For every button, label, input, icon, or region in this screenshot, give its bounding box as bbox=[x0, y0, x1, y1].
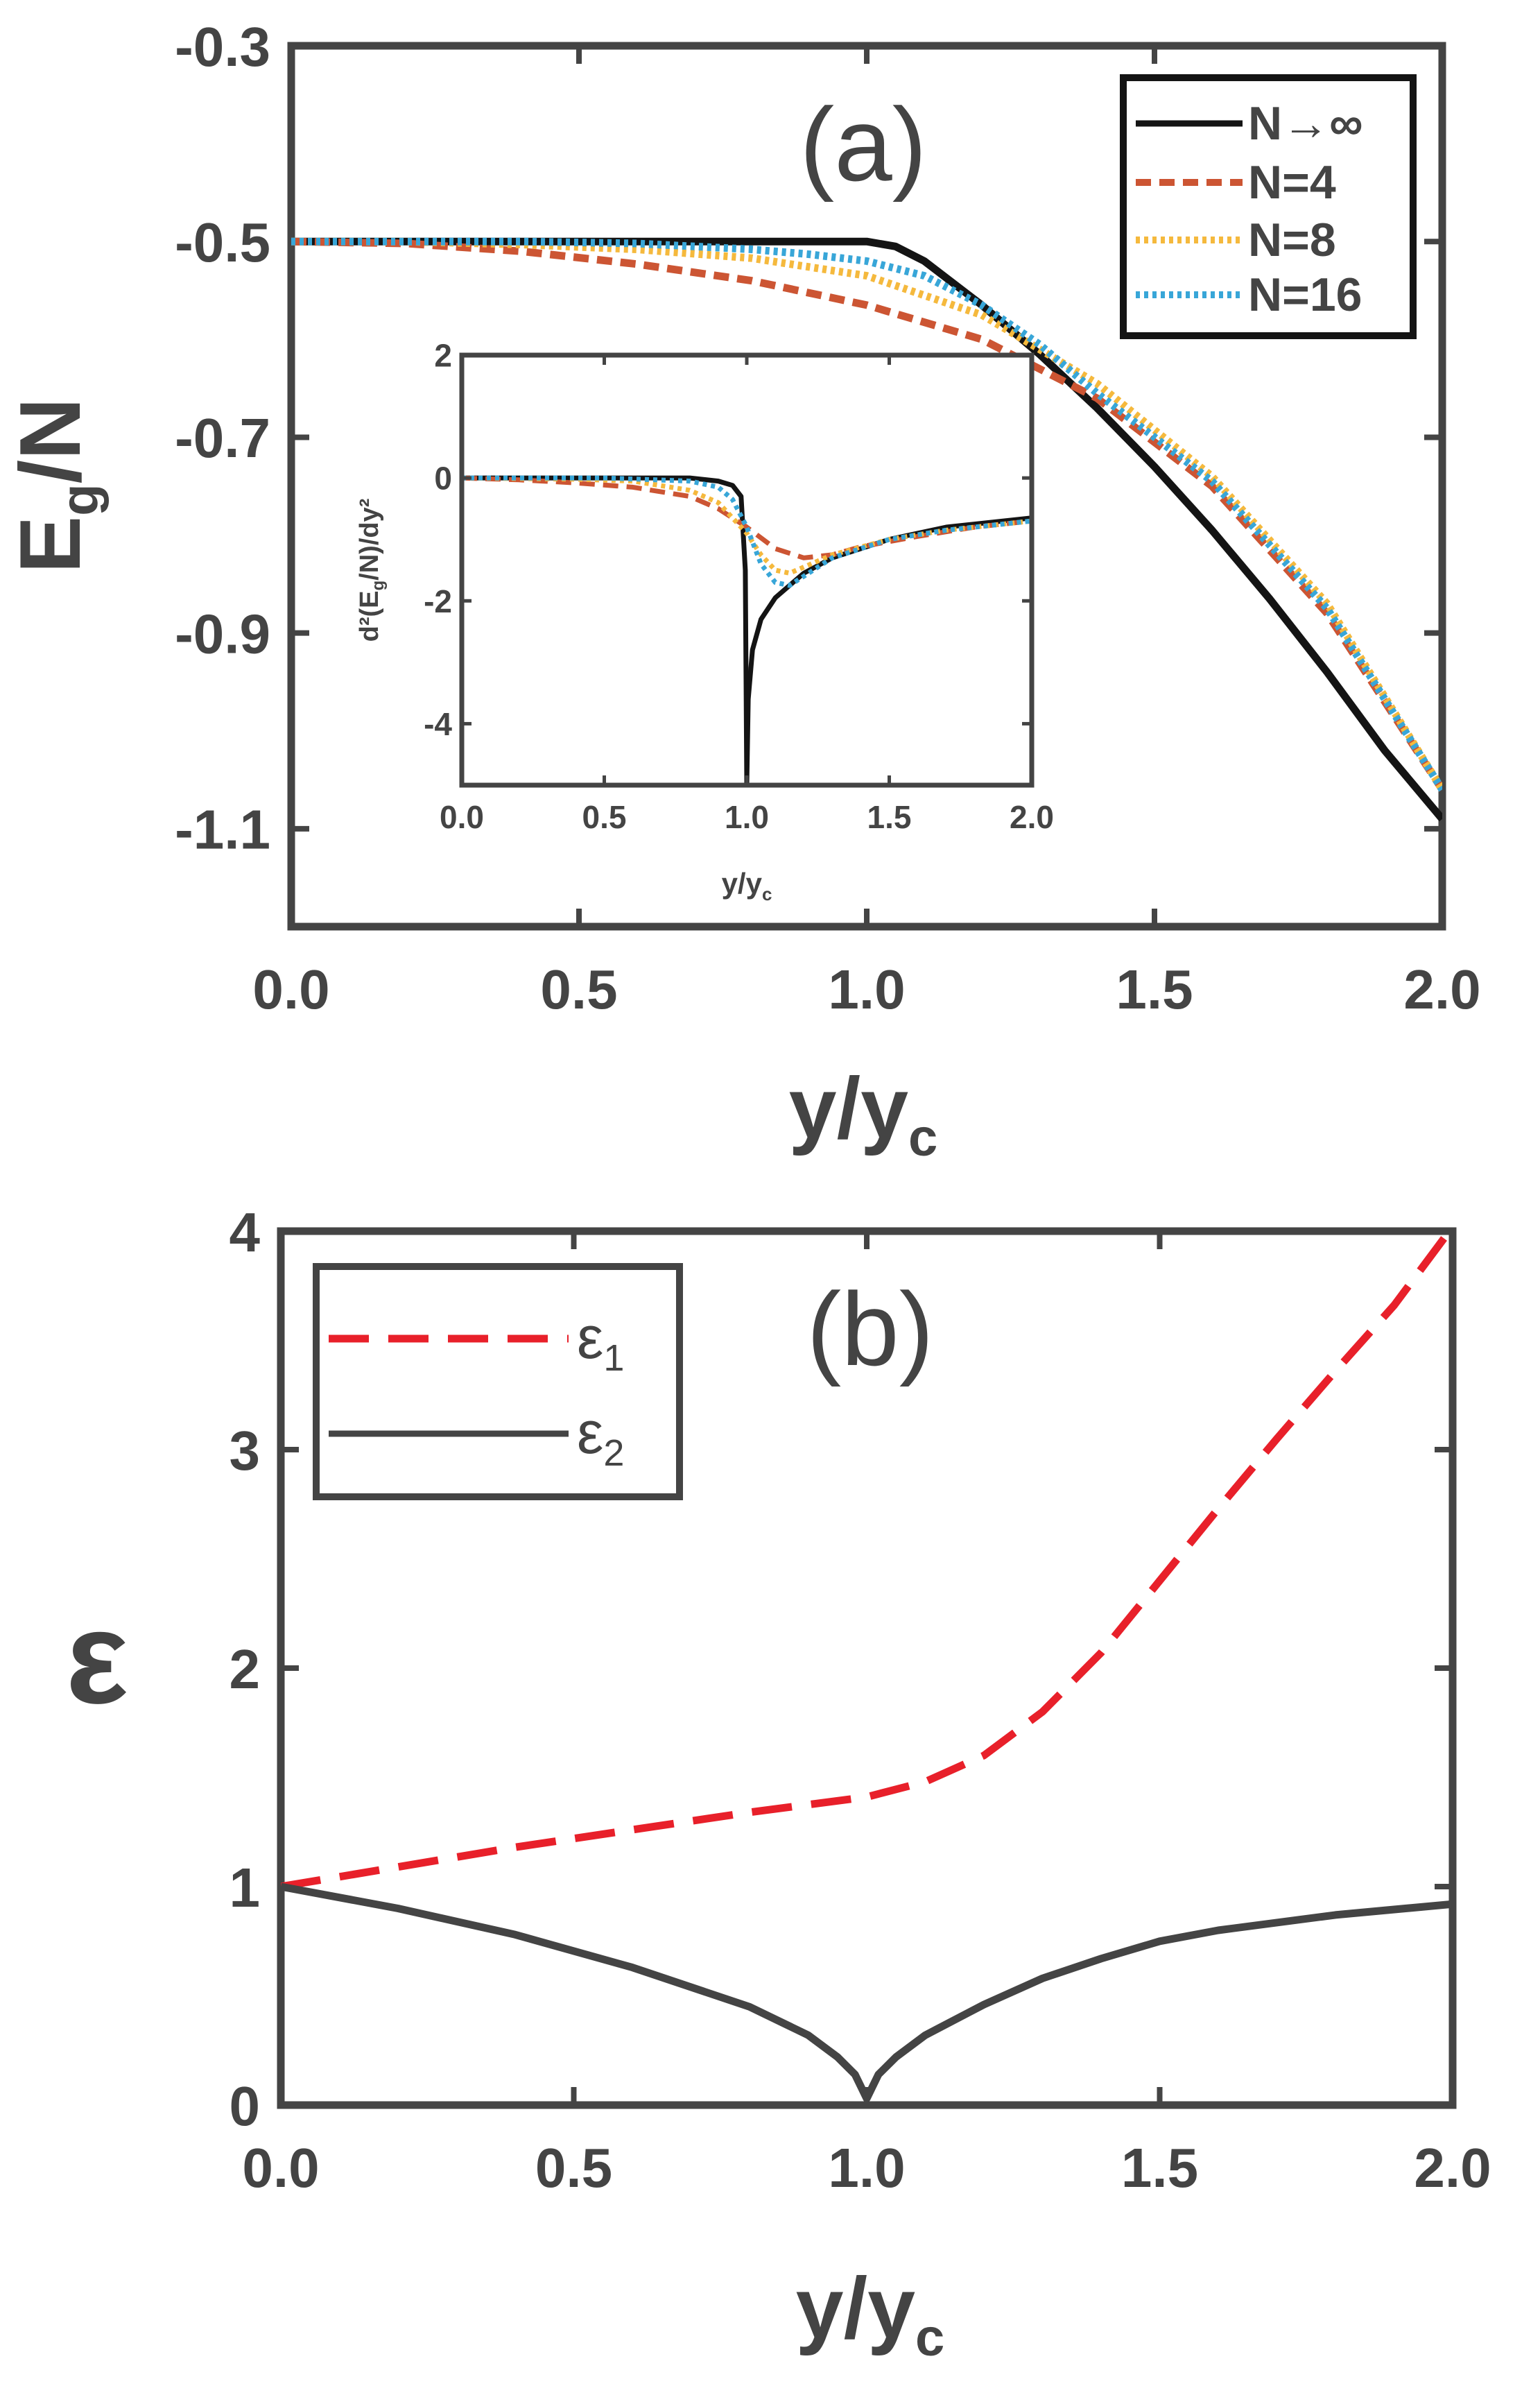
ytick-label: -0.9 bbox=[175, 603, 270, 664]
panel-b-legend-box bbox=[313, 1263, 683, 1500]
xtick-label: 1.0 bbox=[828, 959, 905, 1020]
panel-b-label: (b) bbox=[806, 1271, 933, 1387]
xtick-label: 0.5 bbox=[582, 799, 627, 835]
xtick-label: 1.5 bbox=[1116, 959, 1193, 1020]
panel-a-series bbox=[291, 237, 1442, 822]
legend-label-n16: N=16 bbox=[1248, 268, 1362, 321]
xtick-label: 2.0 bbox=[1414, 2137, 1491, 2199]
panel-b-xticks: 0.0 0.5 1.0 1.5 2.0 bbox=[242, 1231, 1491, 2199]
legend-label-n8: N=8 bbox=[1248, 214, 1336, 266]
inset-xticks: 0.0 0.5 1.0 1.5 2.0 bbox=[440, 355, 1054, 835]
xtick-label: 0.5 bbox=[535, 2137, 612, 2199]
xtick-label: 0.0 bbox=[252, 959, 329, 1020]
panel-a-yticks: -0.3 -0.5 -0.7 -0.9 -1.1 bbox=[175, 16, 1442, 861]
panel-b: 4 3 2 1 0 0.0 0.5 1.0 1.5 2.0 (b) ε y/yc ε1 ε2 bbox=[66, 1201, 1491, 2367]
legend-label-eps2: ε2 bbox=[577, 1400, 624, 1474]
ytick-label: 4 bbox=[230, 1201, 261, 1263]
series-line-n-4 bbox=[462, 475, 1032, 560]
xtick-label: 2.0 bbox=[1010, 799, 1054, 835]
panel-b-series bbox=[281, 1231, 1453, 2103]
ytick-label: -2 bbox=[424, 583, 452, 619]
ytick-label: -4 bbox=[424, 706, 452, 742]
inset-yticks: 2 0 -2 -4 bbox=[424, 338, 1032, 742]
ytick-label: -1.1 bbox=[175, 799, 270, 861]
ytick-label: -0.5 bbox=[175, 212, 270, 273]
series-line-2 bbox=[281, 1882, 1453, 2103]
inset-xlabel: y/yc bbox=[722, 867, 772, 904]
inset-series bbox=[462, 475, 1032, 785]
panel-a-xticks: 0.0 0.5 1.0 1.5 2.0 bbox=[252, 46, 1481, 1020]
inset: 2 0 -2 -4 0.0 0.5 1.0 1.5 2.0 d²(Eg/N)/dy² y/yc bbox=[355, 338, 1054, 904]
panel-a: -0.3 -0.5 -0.7 -0.9 -1.1 0.0 0.5 1.0 1.5 2.0 (a)… bbox=[3, 16, 1481, 1167]
ytick-label: 0 bbox=[434, 461, 452, 497]
series-line-n-16 bbox=[462, 475, 1032, 588]
xtick-label: 1.0 bbox=[828, 2137, 905, 2199]
series-line-n-16 bbox=[291, 237, 1442, 792]
panel-a-legend: N→∞ N=4 N=8 N=16 bbox=[1120, 74, 1417, 339]
xtick-label: 1.0 bbox=[725, 799, 769, 835]
legend-label-n4: N=4 bbox=[1248, 156, 1336, 209]
ytick-label: 2 bbox=[434, 338, 452, 374]
legend-label-eps1: ε1 bbox=[577, 1305, 624, 1379]
xtick-label: 0.0 bbox=[440, 799, 484, 835]
panel-a-xlabel: y/yc bbox=[789, 1061, 938, 1167]
xtick-label: 2.0 bbox=[1403, 959, 1480, 1020]
xtick-label: 0.0 bbox=[242, 2137, 319, 2199]
series-line-ninf-left bbox=[462, 475, 750, 785]
ytick-label: 0 bbox=[230, 2075, 261, 2137]
panel-b-legend: ε1 ε2 bbox=[313, 1263, 683, 1500]
ytick-label: -0.3 bbox=[175, 16, 270, 78]
ytick-label: 1 bbox=[230, 1857, 261, 1918]
panel-b-ylabel: ε bbox=[66, 1584, 128, 1731]
inset-ylabel: d²(Eg/N)/dy² bbox=[355, 499, 388, 642]
series-line-1 bbox=[281, 1231, 1453, 1891]
panel-b-xlabel: y/yc bbox=[796, 2260, 945, 2367]
panel-a-label: (a) bbox=[799, 86, 926, 203]
ytick-label: 3 bbox=[230, 1420, 261, 1482]
panel-a-ylabel: Eg/N bbox=[3, 397, 110, 573]
panel-b-yticks: 4 3 2 1 0 bbox=[230, 1201, 1453, 2137]
xtick-label: 0.5 bbox=[540, 959, 617, 1020]
series-line-n-4 bbox=[291, 237, 1442, 792]
ytick-label: 2 bbox=[230, 1638, 261, 1700]
xtick-label: 1.5 bbox=[867, 799, 912, 835]
legend-label-ninf: N→∞ bbox=[1248, 97, 1363, 150]
xtick-label: 1.5 bbox=[1121, 2137, 1198, 2199]
ytick-label: -0.7 bbox=[175, 407, 270, 469]
